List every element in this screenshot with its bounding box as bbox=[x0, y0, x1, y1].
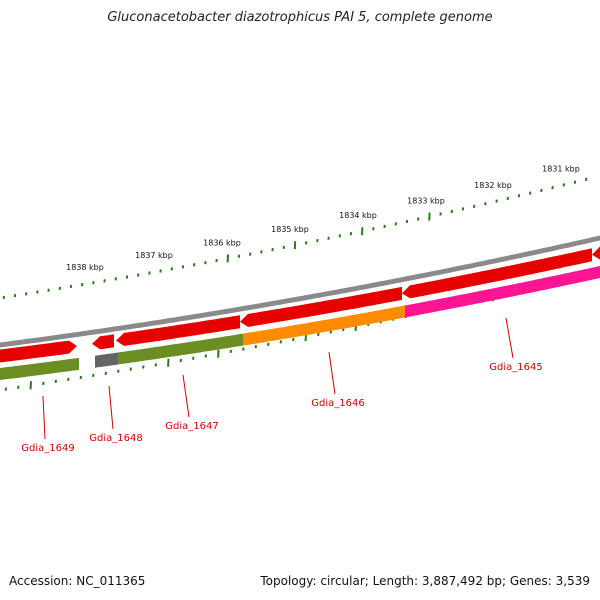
gene-label: Gdia_1649 bbox=[21, 443, 74, 454]
gene-Gdia_1645 bbox=[405, 266, 596, 318]
gene-Gdia_1648 bbox=[95, 352, 118, 368]
kbp-label: 1831 kbp bbox=[542, 165, 580, 174]
kbp-label: 1832 kbp bbox=[474, 181, 512, 190]
forward-gene bbox=[402, 248, 592, 299]
forward-gene bbox=[92, 334, 114, 350]
reverse-strand-genes bbox=[0, 266, 600, 380]
kbp-label: 1837 kbp bbox=[135, 251, 173, 260]
gene-labels: Gdia_1649 Gdia_1648 Gdia_1647 Gdia_1646 Gdia… bbox=[21, 317, 543, 454]
forward-gene bbox=[592, 246, 600, 260]
forward-strand-genes bbox=[0, 246, 600, 363]
forward-gene bbox=[116, 315, 240, 346]
backbone-line bbox=[0, 235, 600, 348]
gene-label: Gdia_1646 bbox=[311, 398, 364, 409]
forward-gene bbox=[0, 340, 77, 363]
genome-summary-text: Topology: circular; Length: 3,887,492 bp… bbox=[260, 574, 590, 588]
kbp-label: 1833 kbp bbox=[407, 196, 445, 205]
accession-text: Accession: NC_011365 bbox=[9, 574, 146, 588]
gene-leader-line bbox=[182, 374, 190, 418]
gene-segment bbox=[596, 266, 600, 279]
kbp-label: 1836 kbp bbox=[203, 239, 241, 248]
gene-Gdia_1646 bbox=[243, 305, 405, 346]
gene-leader-line bbox=[108, 385, 114, 430]
gene-Gdia_1649 bbox=[0, 357, 79, 380]
kbp-label: 1838 kbp bbox=[66, 263, 104, 272]
forward-gene bbox=[240, 286, 402, 327]
map-title: Gluconacetobacter diazotrophicus PAI 5, … bbox=[107, 10, 493, 25]
gene-leader-line bbox=[328, 351, 336, 395]
gene-Gdia_1647 bbox=[118, 333, 243, 365]
kbp-labels: 1838 kbp 1837 kbp 1836 kbp 1835 kbp 1834 kbp… bbox=[66, 165, 580, 273]
gene-label: Gdia_1647 bbox=[165, 421, 218, 432]
gene-label: Gdia_1648 bbox=[89, 433, 142, 444]
genome-backbone bbox=[0, 235, 600, 348]
gene-label: Gdia_1645 bbox=[489, 362, 542, 373]
gene-leader-line bbox=[42, 395, 46, 440]
kbp-label: 1835 kbp bbox=[271, 225, 309, 234]
kbp-label: 1834 kbp bbox=[339, 211, 377, 220]
tick-marks bbox=[2, 177, 595, 391]
gene-leader-line bbox=[505, 317, 514, 359]
